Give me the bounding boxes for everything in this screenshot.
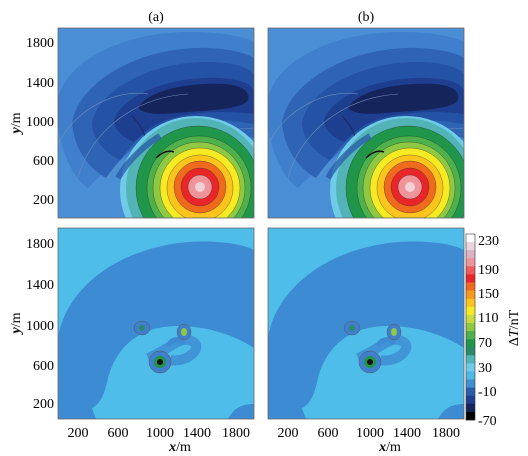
colorbar-segment [466, 322, 475, 332]
colorbar-tick: 190 [478, 263, 499, 278]
colorbar-segment [466, 258, 475, 267]
colorbar-tick: 150 [478, 287, 499, 302]
colorbar-segment [466, 347, 475, 356]
panel-label-b: (b) [358, 10, 375, 25]
y-tick: 1400 [26, 76, 54, 91]
colorbar-segment [466, 355, 475, 364]
colorbar-tick: 230 [478, 234, 499, 249]
x-tick: 200 [68, 426, 89, 441]
colorbar-segment [466, 403, 475, 413]
x-tick: 1000 [356, 426, 384, 441]
colorbar-segment [466, 266, 475, 275]
colorbar-tick: 70 [478, 336, 492, 351]
colorbar-segment [466, 363, 475, 372]
colorbar-segment [466, 379, 475, 388]
colorbar-tick: -70 [478, 414, 497, 429]
colorbar-segment [466, 387, 475, 397]
colorbar-tick: 110 [478, 311, 498, 326]
x-ticks-left: 200 600 1000 1400 1800 [68, 426, 251, 441]
x-tick: 1400 [393, 426, 421, 441]
panel-d-map [268, 228, 464, 419]
colorbar-tick: -10 [478, 385, 497, 400]
y-tick: 1000 [26, 115, 54, 130]
colorbar-segment [466, 339, 475, 348]
colorbar-segment [466, 282, 475, 291]
y-tick: 1400 [26, 278, 54, 293]
y-ticks-bottom: 1800 1400 1000 600 200 [26, 237, 54, 412]
y-tick: 200 [33, 193, 54, 208]
x-tick: 200 [278, 426, 299, 441]
colorbar-segment [466, 371, 475, 380]
x-tick: 1400 [183, 426, 211, 441]
colorbar-segment [466, 290, 475, 299]
panel-label-a: (a) [148, 10, 164, 25]
y-tick: 600 [33, 154, 54, 169]
colorbar-segment [466, 298, 475, 308]
colorbar-segment [466, 274, 475, 283]
colorbar-segment [466, 250, 475, 259]
x-tick: 600 [108, 426, 129, 441]
y-tick: 600 [33, 359, 54, 374]
x-tick: 1000 [146, 426, 174, 441]
x-tick: 600 [318, 426, 339, 441]
x-tick: 1800 [222, 426, 250, 441]
colorbar-segment [466, 242, 475, 251]
panel-c-map [58, 228, 254, 419]
colorbar-segment [466, 411, 475, 421]
colorbar-segment [466, 306, 475, 316]
colorbar-tick: 30 [478, 361, 492, 376]
y-tick: 1800 [26, 36, 54, 51]
x-tick: 1800 [432, 426, 460, 441]
x-axis-label-right: x/m [378, 440, 401, 455]
colorbar-segment [466, 395, 475, 405]
x-axis-label-left: x/m [168, 440, 191, 455]
x-ticks-right: 200 600 1000 1400 1800 [278, 426, 461, 441]
y-axis-label-bottom: y/m [9, 312, 24, 335]
y-ticks-top: 1800 1400 1000 600 200 [26, 36, 54, 208]
y-tick: 200 [33, 397, 54, 412]
colorbar-label: ΔT/nT [507, 309, 522, 346]
colorbar-segment [466, 331, 475, 340]
colorbar [466, 234, 475, 421]
colorbar-segment [466, 234, 475, 243]
colorbar-ticks: 230 190 150 110 70 30 -10 -70 [478, 234, 499, 429]
y-tick: 1000 [26, 319, 54, 334]
y-axis-label-top: y/m [9, 112, 24, 135]
y-tick: 1800 [26, 237, 54, 252]
colorbar-segment [466, 314, 475, 324]
